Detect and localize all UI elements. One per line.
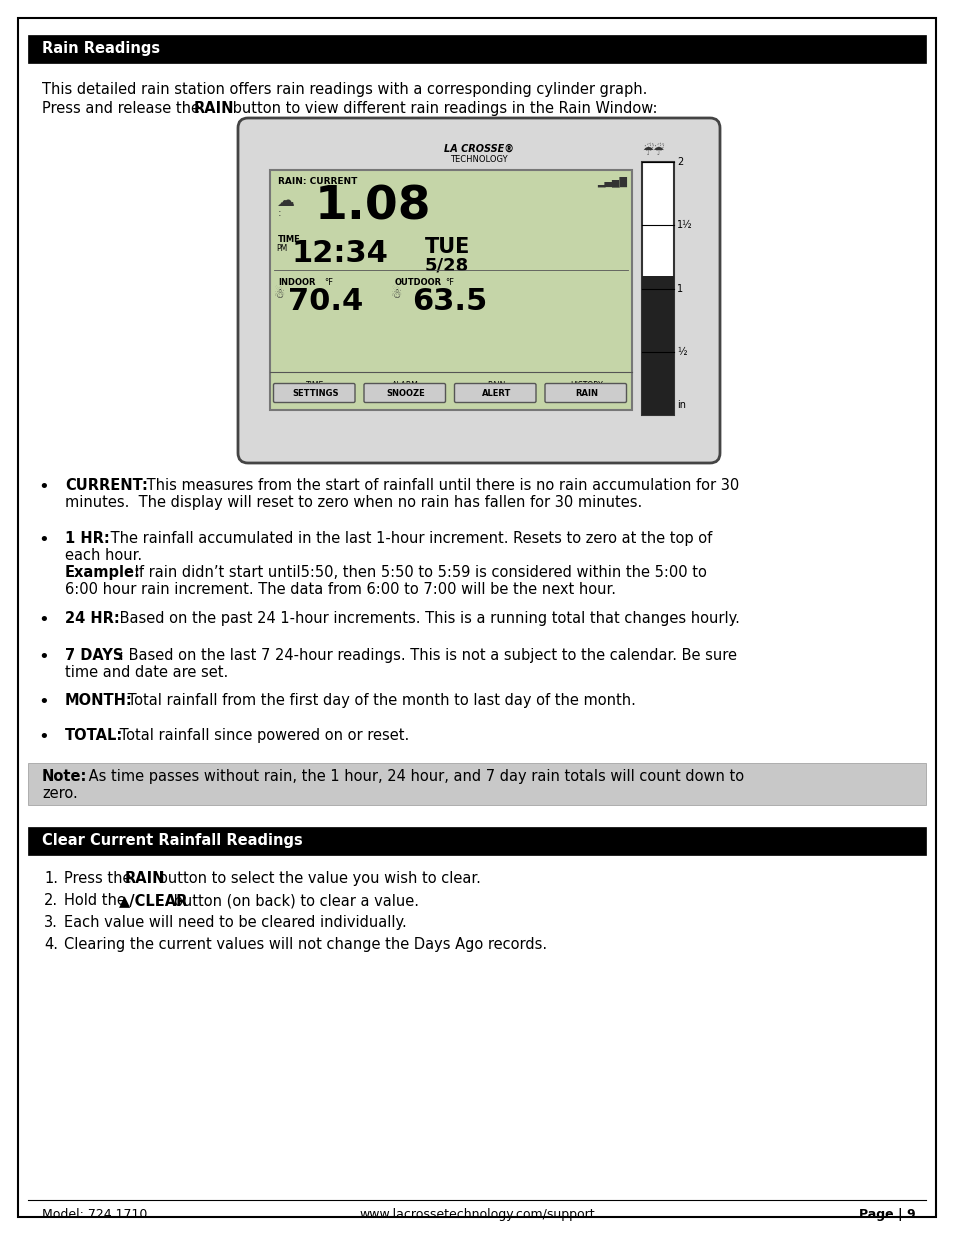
- Text: Model: 724 1710: Model: 724 1710: [42, 1208, 147, 1221]
- Text: •: •: [38, 478, 49, 496]
- Text: 2.: 2.: [44, 893, 58, 908]
- Text: 3.: 3.: [44, 915, 58, 930]
- Text: This measures from the start of rainfall until there is no rain accumulation for: This measures from the start of rainfall…: [142, 478, 739, 493]
- Text: : Based on the last 7 24-hour readings. This is not a subject to the calendar. B: : Based on the last 7 24-hour readings. …: [119, 648, 737, 663]
- Text: ☔☔: ☔☔: [641, 144, 664, 158]
- Text: Rain Readings: Rain Readings: [42, 42, 160, 57]
- Text: Total rainfall from the first day of the month to last day of the month.: Total rainfall from the first day of the…: [123, 693, 636, 708]
- FancyBboxPatch shape: [364, 384, 445, 403]
- Text: Total rainfall since powered on or reset.: Total rainfall since powered on or reset…: [115, 727, 409, 743]
- Text: 1 HR:: 1 HR:: [65, 531, 110, 546]
- Text: ▲/CLEAR: ▲/CLEAR: [119, 893, 188, 908]
- Bar: [641, 275, 673, 415]
- Bar: [270, 170, 631, 410]
- Text: This detailed rain station offers rain readings with a corresponding cylinder gr: This detailed rain station offers rain r…: [42, 82, 647, 98]
- Bar: [28, 763, 925, 805]
- Text: ☃: ☃: [274, 288, 285, 301]
- Text: button (on back) to clear a value.: button (on back) to clear a value.: [169, 893, 419, 908]
- Text: SNOOZE: SNOOZE: [386, 389, 425, 398]
- Text: 24 HR:: 24 HR:: [65, 611, 120, 626]
- FancyBboxPatch shape: [274, 384, 355, 403]
- Text: If rain didn’t start until5:50, then 5:50 to 5:59 is considered within the 5:00 : If rain didn’t start until5:50, then 5:5…: [130, 564, 706, 580]
- Text: www.lacrossetechnology.com/support: www.lacrossetechnology.com/support: [359, 1208, 594, 1221]
- Text: ▂▄▆█: ▂▄▆█: [597, 177, 626, 186]
- Text: button to view different rain readings in the Rain Window:: button to view different rain readings i…: [228, 101, 657, 116]
- Text: Example:: Example:: [65, 564, 141, 580]
- Text: MONTH:: MONTH:: [65, 693, 132, 708]
- FancyBboxPatch shape: [454, 384, 536, 403]
- Text: RAIN: RAIN: [193, 101, 234, 116]
- Text: Based on the past 24 1-hour increments. This is a running total that changes hou: Based on the past 24 1-hour increments. …: [115, 611, 740, 626]
- Text: LA CROSSE®: LA CROSSE®: [443, 144, 514, 154]
- Text: in: in: [677, 400, 685, 410]
- Text: 1½: 1½: [677, 220, 692, 230]
- Text: RAIN: RAIN: [575, 389, 598, 398]
- Text: INDOOR: INDOOR: [277, 278, 315, 287]
- Text: Clear Current Rainfall Readings: Clear Current Rainfall Readings: [42, 834, 302, 848]
- Text: •: •: [38, 531, 49, 550]
- Text: CURRENT:: CURRENT:: [65, 478, 148, 493]
- Text: Press and release the: Press and release the: [42, 101, 204, 116]
- Text: 7 DAYS: 7 DAYS: [65, 648, 123, 663]
- Text: ☃: ☃: [391, 288, 402, 301]
- Text: The rainfall accumulated in the last 1-hour increment. Resets to zero at the top: The rainfall accumulated in the last 1-h…: [106, 531, 712, 546]
- Text: ALARM: ALARM: [392, 382, 418, 390]
- Text: 1.: 1.: [44, 871, 58, 885]
- Text: SETTINGS: SETTINGS: [292, 389, 338, 398]
- Text: 1: 1: [677, 284, 682, 294]
- Text: :: :: [277, 207, 281, 219]
- Text: Each value will need to be cleared individually.: Each value will need to be cleared indiv…: [64, 915, 406, 930]
- Text: HISTORY: HISTORY: [570, 382, 602, 390]
- Text: minutes.  The display will reset to zero when no rain has fallen for 30 minutes.: minutes. The display will reset to zero …: [65, 495, 641, 510]
- Bar: [28, 35, 925, 63]
- Text: ½: ½: [677, 347, 686, 357]
- Text: TIME: TIME: [306, 382, 324, 390]
- Text: 5/28: 5/28: [424, 257, 469, 275]
- Text: RAIN: CURRENT: RAIN: CURRENT: [277, 177, 357, 186]
- Text: •: •: [38, 611, 49, 629]
- Text: 12:34: 12:34: [292, 240, 389, 268]
- Text: 1.08: 1.08: [314, 185, 431, 230]
- Text: zero.: zero.: [42, 785, 77, 802]
- Text: Press the: Press the: [64, 871, 136, 885]
- Text: 4.: 4.: [44, 937, 58, 952]
- Text: RAIN: RAIN: [125, 871, 165, 885]
- Text: TOTAL:: TOTAL:: [65, 727, 123, 743]
- Text: °F: °F: [444, 278, 454, 287]
- Bar: [28, 827, 925, 855]
- Text: Hold the: Hold the: [64, 893, 131, 908]
- Text: Page | 9: Page | 9: [859, 1208, 915, 1221]
- Text: •: •: [38, 727, 49, 746]
- Text: ☁: ☁: [275, 191, 294, 210]
- Text: •: •: [38, 648, 49, 666]
- Text: 70.4: 70.4: [288, 287, 363, 316]
- Text: OUTDOOR: OUTDOOR: [395, 278, 441, 287]
- Text: TUE: TUE: [424, 237, 470, 257]
- Text: Note:: Note:: [42, 769, 88, 784]
- Text: °F: °F: [324, 278, 333, 287]
- Text: each hour.: each hour.: [65, 548, 142, 563]
- Text: TIME: TIME: [277, 235, 300, 245]
- FancyBboxPatch shape: [544, 384, 626, 403]
- FancyBboxPatch shape: [237, 119, 720, 463]
- Bar: [641, 162, 673, 415]
- Text: RAIN: RAIN: [487, 382, 505, 390]
- Text: Clearing the current values will not change the Days Ago records.: Clearing the current values will not cha…: [64, 937, 547, 952]
- Text: PM: PM: [275, 245, 287, 253]
- Text: TECHNOLOGY: TECHNOLOGY: [450, 156, 507, 164]
- Text: ALERT: ALERT: [481, 389, 511, 398]
- Text: 2: 2: [677, 157, 682, 167]
- Text: button to select the value you wish to clear.: button to select the value you wish to c…: [153, 871, 480, 885]
- Text: •: •: [38, 693, 49, 711]
- Text: 6:00 hour rain increment. The data from 6:00 to 7:00 will be the next hour.: 6:00 hour rain increment. The data from …: [65, 582, 616, 597]
- Text: time and date are set.: time and date are set.: [65, 664, 228, 680]
- Text: As time passes without rain, the 1 hour, 24 hour, and 7 day rain totals will cou: As time passes without rain, the 1 hour,…: [84, 769, 743, 784]
- Text: 63.5: 63.5: [412, 287, 487, 316]
